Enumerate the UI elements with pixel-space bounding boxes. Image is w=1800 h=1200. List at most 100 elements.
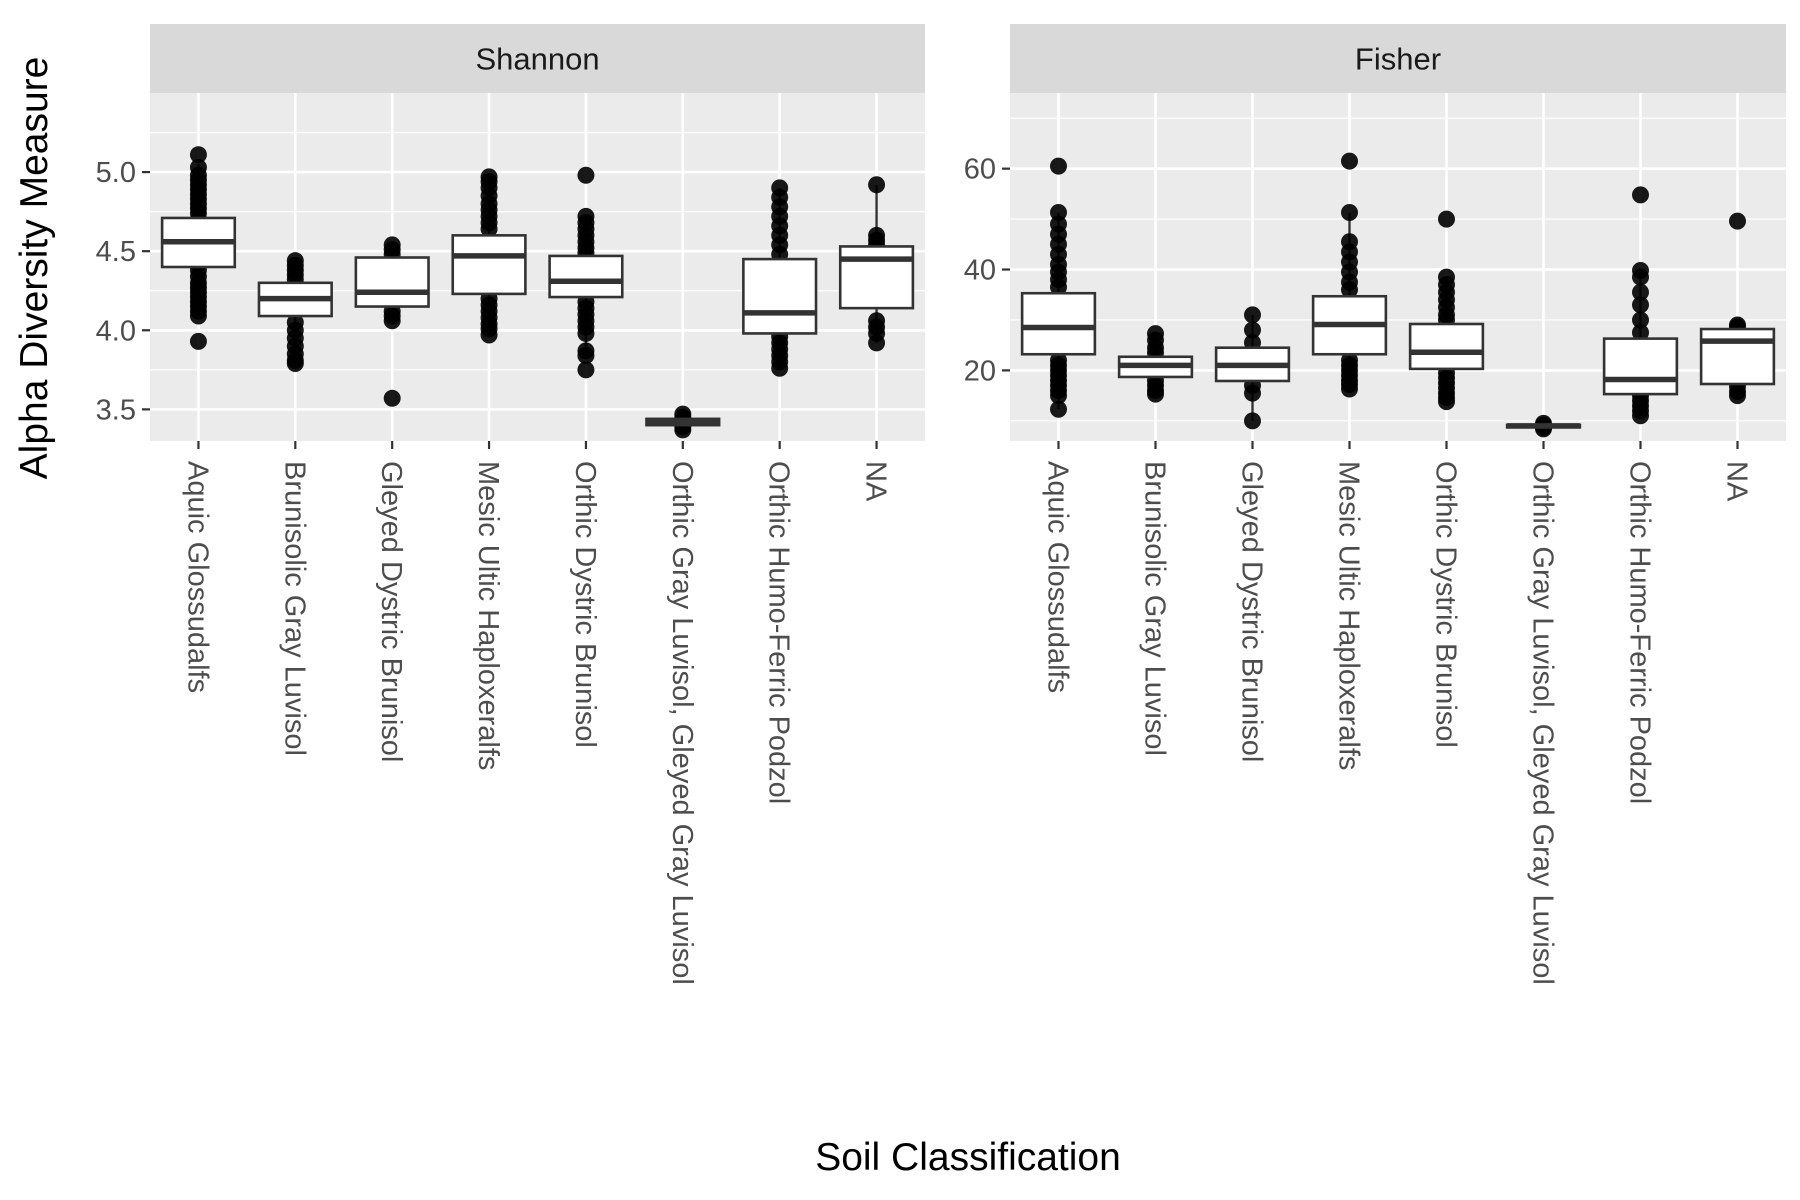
data-point <box>1632 268 1649 286</box>
shannon-y-axis: 3.5 4.0 4.5 5.0 <box>96 157 150 426</box>
fisher-strip <box>1010 24 1786 93</box>
box-iqr <box>838 245 915 310</box>
data-point <box>1341 152 1358 170</box>
data-point <box>577 347 595 365</box>
fisher-box-brunisolic-gray-luvisol <box>1117 325 1194 403</box>
box-iqr <box>1408 322 1485 371</box>
data-point <box>1341 281 1358 299</box>
fisher-x-tick-label: Mesic Ultic Haploxeralfs <box>1333 461 1365 770</box>
data-point <box>1729 387 1746 405</box>
shannon-x-tick-label: Gleyed Dystric Brunisol <box>375 461 407 762</box>
data-point <box>771 359 789 377</box>
shannon-panel: Shannon 3.5 4.0 4.5 5.0 Aquic Glossudalfs Br… <box>96 24 925 985</box>
shannon-strip <box>150 24 925 93</box>
data-point <box>383 312 401 330</box>
shannon-box-mesic-ultic-haploxeralfs <box>451 168 527 344</box>
shannon-x-tick-label: Mesic Ultic Haploxeralfs <box>472 461 504 770</box>
shannon-box-orthic-humo-ferric-podzol <box>742 179 818 377</box>
data-point <box>480 326 498 344</box>
fisher-boxes <box>1020 152 1776 438</box>
data-point <box>1632 296 1649 314</box>
shannon-x-tick-label: Orthic Gray Luvisol, Gleyed Gray Luvisol <box>666 461 698 985</box>
data-point <box>577 324 595 342</box>
box-iqr <box>1020 291 1097 356</box>
shannon-y-tick-label: 4.0 <box>96 315 136 347</box>
data-point <box>1050 387 1067 405</box>
fisher-box-orthic-gray-luvisol-gleyed-gray-luvisol <box>1505 414 1582 438</box>
fisher-box-na <box>1699 212 1776 405</box>
fisher-box-mesic-ultic-haploxeralfs <box>1311 152 1388 398</box>
data-point <box>577 166 595 184</box>
shannon-box-na <box>838 176 915 352</box>
data-point <box>1050 278 1067 296</box>
data-point <box>286 354 304 372</box>
fisher-box-gleyed-dystric-brunisol <box>1214 306 1291 430</box>
fisher-y-tick-label: 60 <box>964 154 996 186</box>
fisher-y-tick-label: 40 <box>964 255 996 287</box>
shannon-x-tick-label: Orthic Dystric Brunisol <box>569 461 601 748</box>
data-point <box>1050 157 1067 175</box>
data-point <box>1632 407 1649 425</box>
shannon-y-tick-label: 3.5 <box>96 394 136 426</box>
fisher-x-tick-label: Aquic Glossudalfs <box>1042 461 1074 693</box>
x-axis-title: Soil Classification <box>815 1136 1121 1179</box>
data-point <box>189 146 207 164</box>
fisher-panel: Fisher 20 40 60 Aquic Glossudalfs Brunisoli… <box>964 24 1786 985</box>
data-point <box>1244 412 1261 430</box>
fisher-x-tick-label: Brunisolic Gray Luvisol <box>1139 461 1171 756</box>
shannon-box-brunisolic-gray-luvisol <box>257 252 333 372</box>
data-point <box>480 220 498 238</box>
data-point <box>868 334 886 352</box>
fisher-x-tick-label: Gleyed Dystric Brunisol <box>1236 461 1268 762</box>
shannon-x-tick-label: Orthic Humo-Ferric Podzol <box>763 461 795 804</box>
shannon-x-tick-label: Aquic Glossudalfs <box>181 461 213 693</box>
shannon-x-tick-label: Brunisolic Gray Luvisol <box>278 461 310 756</box>
data-point <box>577 361 595 379</box>
shannon-x-axis: Aquic Glossudalfs Brunisolic Gray Luvisol… <box>181 441 892 985</box>
shannon-x-tick-label: NA <box>860 461 892 502</box>
fisher-y-tick-label: 20 <box>964 355 996 387</box>
shannon-box-orthic-dystric-brunisol <box>548 166 624 379</box>
shannon-y-tick-label: 5.0 <box>96 157 136 189</box>
data-point <box>383 389 401 407</box>
box-iqr <box>354 256 430 308</box>
data-point <box>1244 306 1261 324</box>
fisher-x-tick-label: Orthic Humo-Ferric Podzol <box>1624 461 1656 804</box>
data-point <box>1244 321 1261 339</box>
shannon-y-tick-label: 4.5 <box>96 236 136 268</box>
data-point <box>1632 324 1649 342</box>
box-iqr <box>742 257 818 335</box>
box-iqr <box>1699 327 1776 386</box>
fisher-strip-title: Fisher <box>1355 42 1441 77</box>
shannon-box-gleyed-dystric-brunisol <box>354 236 430 407</box>
shannon-boxes <box>160 146 915 439</box>
data-point <box>1729 212 1746 230</box>
y-axis-title: Alpha Diversity Measure <box>13 57 56 480</box>
data-point <box>1341 380 1358 398</box>
fisher-x-tick-label: Orthic Dystric Brunisol <box>1430 461 1462 748</box>
data-point <box>189 307 207 325</box>
fisher-x-tick-label: NA <box>1721 461 1753 502</box>
data-point <box>1632 186 1649 204</box>
shannon-box-aquic-glossudalfs <box>160 146 237 350</box>
shannon-strip-title: Shannon <box>475 42 599 77</box>
fisher-box-orthic-humo-ferric-podzol <box>1602 186 1679 425</box>
data-point <box>1244 384 1261 402</box>
data-point <box>1438 393 1455 411</box>
data-point <box>189 332 207 350</box>
box-iqr <box>548 254 624 299</box>
fisher-x-tick-label: Orthic Gray Luvisol, Gleyed Gray Luvisol <box>1527 461 1559 985</box>
data-point <box>1535 420 1552 438</box>
data-point <box>868 176 886 194</box>
box-iqr <box>1602 337 1679 396</box>
data-point <box>1147 385 1164 403</box>
fisher-box-aquic-glossudalfs <box>1020 157 1097 418</box>
data-point <box>1632 283 1649 301</box>
fisher-y-axis: 20 40 60 <box>964 154 1010 387</box>
fisher-box-orthic-dystric-brunisol <box>1408 210 1485 411</box>
fisher-x-axis: Aquic Glossudalfs Brunisolic Gray Luvisol… <box>1042 441 1753 985</box>
shannon-box-orthic-gray-luvisol-gleyed-gray-luvisol <box>645 405 721 439</box>
data-point <box>1438 210 1455 228</box>
data-point <box>1050 400 1067 418</box>
